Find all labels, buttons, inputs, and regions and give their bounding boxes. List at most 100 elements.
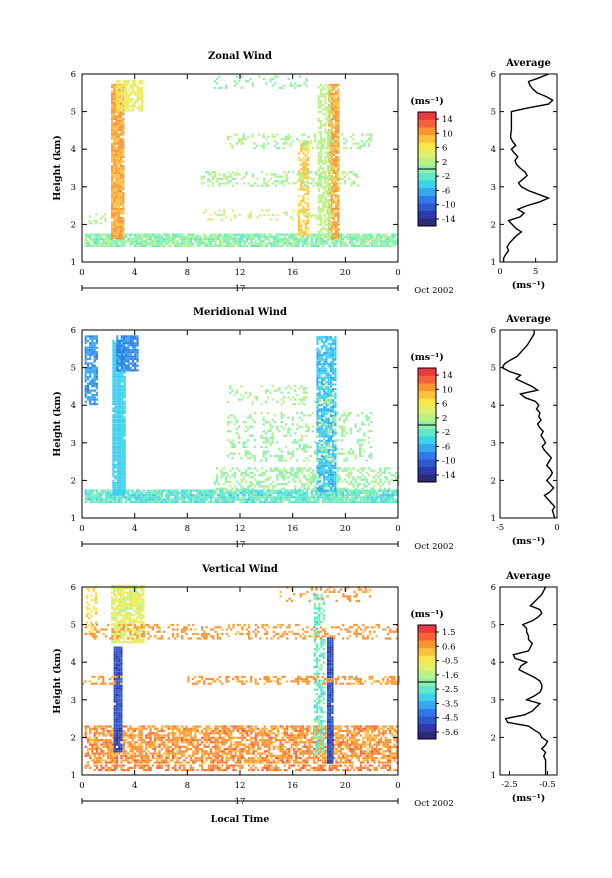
heatmap-cell xyxy=(330,214,332,216)
heatmap-cell xyxy=(117,453,119,455)
heatmap-cell xyxy=(320,106,322,108)
heatmap-cell xyxy=(332,359,334,361)
heatmap-cell xyxy=(168,240,170,242)
colorbar-tick-label: -10 xyxy=(442,201,456,211)
heatmap-cell xyxy=(292,455,294,457)
heatmap-cell xyxy=(181,501,183,503)
heatmap-cell xyxy=(190,496,192,498)
heatmap-cell xyxy=(115,235,117,237)
heatmap-cell xyxy=(287,432,289,434)
heatmap-cell xyxy=(122,156,124,158)
heatmap-cell xyxy=(115,396,117,398)
heatmap-cell xyxy=(334,370,336,372)
heatmap-cell xyxy=(87,365,89,367)
heatmap-cell xyxy=(218,483,220,485)
heatmap-cell xyxy=(115,394,117,396)
heatmap-cell xyxy=(333,172,335,174)
heatmap-cell xyxy=(118,118,120,120)
heatmap-cell xyxy=(257,245,259,247)
heatmap-cell xyxy=(360,499,362,501)
heatmap-cell xyxy=(113,199,115,201)
heatmap-cell xyxy=(325,404,327,406)
heatmap-cell xyxy=(132,89,134,91)
heatmap-cell xyxy=(329,492,331,494)
colorbar-tick-label: -2 xyxy=(442,172,450,182)
heatmap-cell xyxy=(306,243,308,245)
heatmap-cell xyxy=(314,485,316,487)
heatmap-cell xyxy=(320,172,322,174)
heatmap-cell xyxy=(230,238,232,240)
heatmap-cell xyxy=(325,460,327,462)
heatmap-cell xyxy=(123,344,125,346)
heatmap-cell xyxy=(297,492,299,494)
heatmap-cell xyxy=(283,171,285,173)
heatmap-cell xyxy=(296,441,298,443)
heatmap-cell xyxy=(255,240,257,242)
heatmap-cell xyxy=(335,104,337,106)
heatmap-cell xyxy=(115,387,117,389)
heatmap-cell xyxy=(134,492,136,494)
heatmap-cell xyxy=(206,236,208,238)
heatmap-cell xyxy=(346,470,348,472)
heatmap-cell xyxy=(316,343,318,345)
colorbar-tick-label: 10 xyxy=(442,129,453,139)
heatmap-cell xyxy=(319,460,321,462)
heatmap-cell xyxy=(260,459,262,461)
heatmap-cell xyxy=(120,131,122,133)
heatmap-cell xyxy=(125,240,127,242)
heatmap-cell xyxy=(121,468,123,470)
heatmap-cell xyxy=(219,490,221,492)
heatmap-cell xyxy=(227,136,229,138)
heatmap-cell xyxy=(117,380,119,382)
heatmap-cell xyxy=(304,238,306,240)
heatmap-cell xyxy=(337,138,339,140)
heatmap-cell xyxy=(321,336,323,338)
heatmap-cell xyxy=(360,501,362,503)
heatmap-cell xyxy=(115,491,117,493)
heatmap-cell xyxy=(230,176,232,178)
heatmap-cell xyxy=(112,390,114,392)
heatmap-cell xyxy=(265,185,267,187)
heatmap-cell xyxy=(89,342,91,344)
heatmap-cell xyxy=(337,237,339,239)
heatmap-cell xyxy=(250,483,252,485)
heatmap-cell xyxy=(121,338,123,340)
heatmap-cell xyxy=(152,496,154,498)
heatmap-cell xyxy=(299,171,301,173)
heatmap-cell xyxy=(138,496,140,498)
heatmap-cell xyxy=(118,228,120,230)
heatmap-cell xyxy=(112,376,114,378)
heatmap-cell xyxy=(117,410,119,412)
heatmap-cell xyxy=(130,351,132,353)
heatmap-cell xyxy=(91,238,93,240)
heatmap-cell xyxy=(236,76,238,78)
heatmap-cell xyxy=(272,426,274,428)
heatmap-cell xyxy=(389,501,391,503)
heatmap-cell xyxy=(325,423,327,425)
heatmap-cell xyxy=(112,487,114,489)
heatmap-cell xyxy=(210,490,212,492)
heatmap-cell xyxy=(208,496,210,498)
heatmap-cell xyxy=(112,471,114,473)
heatmap-cell xyxy=(119,444,121,446)
heatmap-cell xyxy=(263,143,265,145)
heatmap-cell xyxy=(203,236,205,238)
heatmap-cell xyxy=(391,245,393,247)
heatmap-cell xyxy=(302,157,304,159)
heatmap-cell xyxy=(275,501,277,503)
heatmap-cell xyxy=(337,140,339,142)
heatmap-cell xyxy=(323,456,325,458)
heatmap-cell xyxy=(121,408,123,410)
heatmap-cell xyxy=(309,243,311,245)
heatmap-cell xyxy=(117,383,119,385)
heatmap-cell xyxy=(119,383,121,385)
heatmap-cell xyxy=(115,455,117,457)
heatmap-cell xyxy=(378,494,380,496)
heatmap-cell xyxy=(281,412,283,414)
heatmap-cell xyxy=(283,467,285,469)
heatmap-cell xyxy=(122,219,124,221)
heatmap-cell xyxy=(132,107,134,109)
heatmap-cell xyxy=(132,87,134,89)
heatmap-cell xyxy=(303,459,305,461)
heatmap-cell xyxy=(237,499,239,501)
